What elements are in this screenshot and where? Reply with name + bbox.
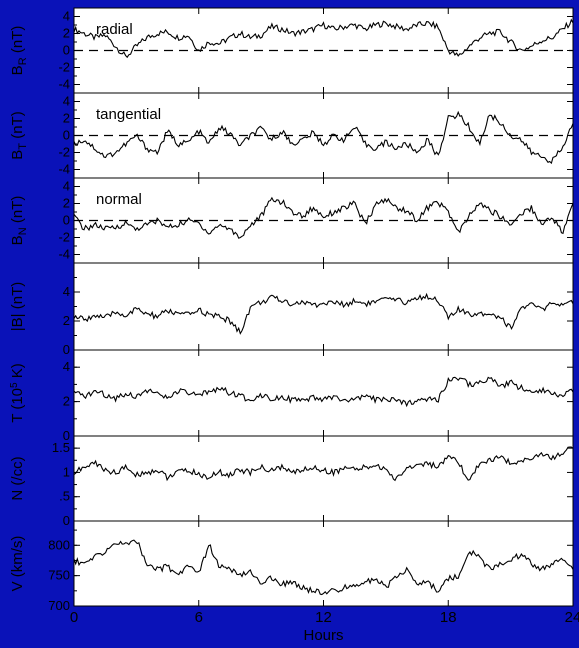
panel-3-series-line (73, 196, 574, 239)
panel-7-ytick-label: 700 (48, 598, 70, 613)
panel-1-series-line (73, 18, 574, 59)
panel-1-ytick-label: 2 (63, 26, 70, 41)
panel-2-ytick-label: -4 (58, 162, 70, 177)
panel-7-series-line (73, 539, 574, 596)
panel-2-ytick-label: 0 (63, 128, 70, 143)
panel-4-ylabel: |B| (nT) (9, 282, 26, 331)
panel-2-ytick-label: 4 (63, 94, 70, 109)
panel-2-ytick-label: 2 (63, 111, 70, 126)
panel-2-annotation: tangential (96, 106, 161, 123)
panel-2-ytick-label: -2 (58, 145, 70, 160)
x-tick-label: 0 (70, 609, 78, 626)
panel-5-ylabel: T (105 K) (9, 363, 26, 422)
panel-2-ylabel: BT (nT) (9, 111, 29, 159)
panel-3-ytick-label: -4 (58, 247, 70, 262)
panel-4-ytick-label: 4 (63, 284, 70, 299)
panel-6-ylabel: N (/cc) (9, 456, 26, 500)
panel-3-ytick-label: 4 (63, 179, 70, 194)
x-axis-title: Hours (303, 627, 343, 644)
panel-7-ylabel: V (km/s) (9, 536, 26, 592)
panel-3-ylabel: BN (nT) (9, 196, 29, 246)
panel-1-ylabel: BR (nT) (9, 26, 29, 76)
panel-1-ytick-label: -4 (58, 77, 70, 92)
panel-5-series-line (73, 376, 574, 408)
panel-1-annotation: radial (96, 21, 133, 38)
panel-3-annotation: normal (96, 191, 142, 208)
panel-7-ytick-label: 800 (48, 537, 70, 552)
x-tick-label: 18 (440, 609, 457, 626)
panel-2-series-line (73, 110, 574, 165)
panel-7-ytick-label: 750 (48, 568, 70, 583)
panel-1-ytick-label: 4 (63, 9, 70, 24)
x-tick-label: 6 (195, 609, 203, 626)
x-tick-label: 12 (315, 609, 332, 626)
panel-1-ytick-label: -2 (58, 60, 70, 75)
panel-1-ytick-label: 0 (63, 43, 70, 58)
panel-6-ytick-label: .5 (59, 489, 70, 504)
panel-3-ytick-label: 0 (63, 213, 70, 228)
panel-5-ytick-label: 0 (63, 428, 70, 443)
panel-6-ytick-label: 1.5 (52, 440, 70, 455)
panel-4-ytick-label: 2 (63, 313, 70, 328)
panel-4-series-line (73, 292, 574, 335)
panel-6-series-line (73, 446, 574, 482)
plot-area (74, 8, 573, 606)
panel-5-ytick-label: 4 (63, 359, 70, 374)
x-tick-label: 24 (565, 609, 579, 626)
panel-3-ytick-label: 2 (63, 196, 70, 211)
panel-4-ytick-label: 0 (63, 342, 70, 357)
panel-3-ytick-label: -2 (58, 230, 70, 245)
panel-6-ytick-label: 0 (63, 513, 70, 528)
panel-5-ytick-label: 2 (63, 394, 70, 409)
panel-6-ytick-label: 1 (63, 464, 70, 479)
